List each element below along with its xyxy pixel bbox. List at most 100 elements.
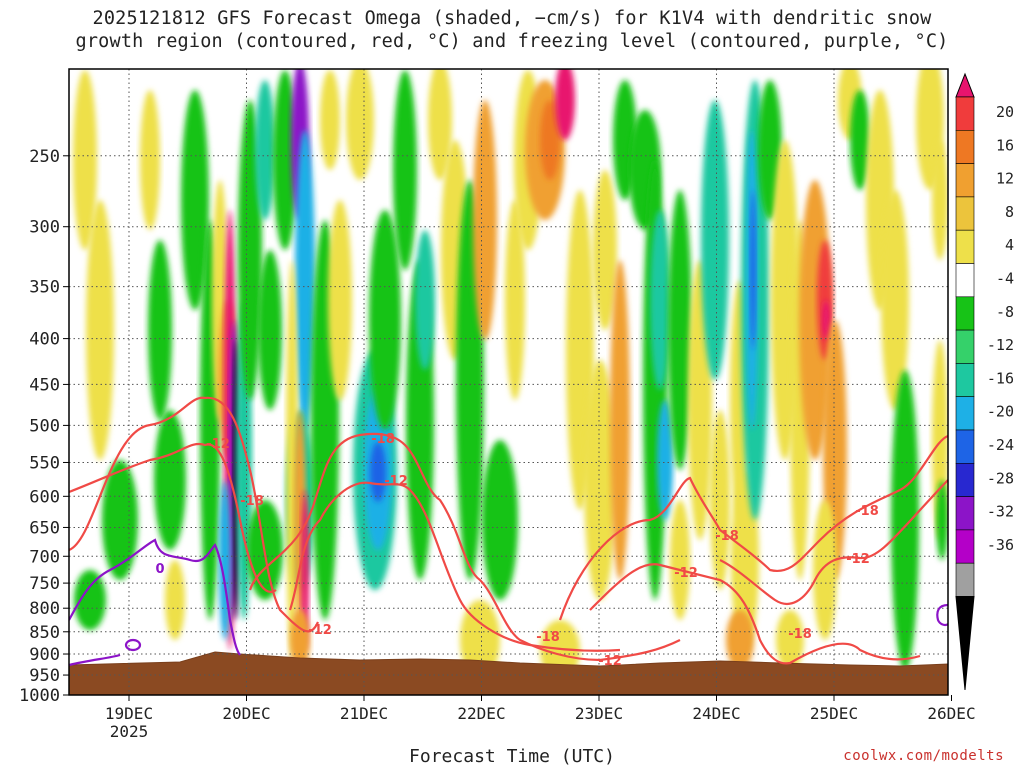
x-tick-label: 21DEC [340, 704, 388, 723]
omega-cell [710, 410, 730, 590]
omega-shading [73, 69, 948, 680]
freezing-level-contour [124, 638, 142, 652]
omega-cell [255, 80, 275, 220]
omega-cell [320, 70, 340, 170]
colorbar-label: -16 [987, 369, 1014, 387]
omega-cell [668, 190, 692, 470]
omega-cell [891, 370, 919, 670]
colorbar-label: -4 [996, 269, 1014, 287]
omega-cell [657, 400, 673, 520]
dgz-contour-line [248, 432, 681, 662]
omega-cell [750, 190, 756, 350]
omega-cell [428, 69, 452, 180]
y-tick-label: 250 [29, 147, 60, 167]
x-tick-label: 20DEC [222, 704, 270, 723]
omega-cell [932, 140, 948, 260]
terrain-layer [68, 651, 949, 696]
x-tick-label: 25DEC [810, 704, 858, 723]
y-tick-label: 600 [29, 487, 60, 507]
plot-frame [68, 68, 949, 696]
omega-cell [555, 69, 575, 140]
omega-cell [148, 240, 172, 420]
colorbar-label: 20 [996, 103, 1014, 121]
colorbar-segment [955, 263, 975, 298]
colorbar-label: -32 [987, 503, 1014, 521]
credit-text: coolwx.com/modelts [843, 748, 1004, 764]
omega-cell [850, 90, 870, 190]
colorbar-label: 8 [1005, 203, 1014, 221]
omega-cell [102, 460, 138, 580]
omega-cell [370, 442, 386, 502]
omega-cell [154, 410, 186, 550]
colorbar-top-triangle [955, 72, 975, 98]
omega-cell [822, 300, 830, 340]
chart-title-line-1: 2025121812 GFS Forecast Omega (shaded, −… [92, 8, 932, 29]
contour-label: -12 [674, 566, 698, 581]
omega-cell [165, 560, 185, 640]
colorbar-segment [955, 196, 975, 231]
omega-cell [273, 70, 297, 250]
freezing-level-contour [69, 538, 241, 656]
x-tick-label: 2025 [110, 722, 149, 741]
y-tick-label: 350 [29, 278, 60, 298]
omega-cell [776, 610, 804, 670]
freezing-level-contour [936, 603, 948, 627]
colorbar-segment [955, 462, 975, 497]
colorbar-bottom-triangle [955, 596, 975, 691]
contour-label: -18 [788, 627, 812, 642]
colorbar-segment [955, 329, 975, 364]
colorbar-label: -8 [996, 303, 1014, 321]
omega-cell [181, 90, 209, 310]
chart-title-line-2: growth region (contoured, red, °C) and f… [75, 31, 949, 52]
grid-lines [69, 69, 948, 695]
omega-cell [540, 100, 560, 180]
y-tick-label: 500 [29, 416, 60, 436]
colorbar-label: 12 [996, 170, 1014, 188]
omega-cell [670, 500, 690, 620]
y-tick-label: 650 [29, 518, 60, 538]
colorbar-label: -20 [987, 403, 1014, 421]
omega-cell [482, 440, 518, 600]
omega-cell [881, 190, 909, 410]
x-tick-label: 24DEC [692, 704, 740, 723]
contour-label: -12 [308, 623, 332, 638]
x-tick-label: 26DEC [927, 704, 975, 723]
contour-label: -18 [715, 529, 739, 544]
contour-label: -18 [855, 504, 879, 519]
y-tick-label: 950 [29, 666, 60, 686]
contour-label: -12 [846, 552, 870, 567]
x-tick-label: 23DEC [575, 704, 623, 723]
omega-cell [731, 470, 759, 650]
omega-cell [86, 200, 114, 460]
omega-cell [393, 70, 417, 270]
y-tick-label: 800 [29, 599, 60, 619]
contour-label: -18 [371, 432, 395, 447]
contour-label: -12 [598, 654, 622, 669]
y-tick-label: 300 [29, 218, 60, 238]
colorbar-segment [955, 296, 975, 331]
colorbar-segment [955, 396, 975, 431]
colorbar-segment [955, 229, 975, 264]
colorbar-label: -36 [987, 536, 1014, 554]
y-tick-label: 850 [29, 623, 60, 643]
colorbar-segment [955, 529, 975, 564]
y-axis: 2503003504004505005506006507007508008509… [19, 147, 69, 706]
omega-cell [346, 69, 374, 180]
omega-cell [473, 100, 497, 340]
y-tick-label: 400 [29, 330, 60, 350]
contour-label: -18 [536, 630, 560, 645]
dgz-contour-line [69, 396, 320, 633]
x-axis-title: Forecast Time (UTC) [409, 746, 615, 767]
y-tick-label: 700 [29, 547, 60, 567]
contour-label: -12 [206, 437, 230, 452]
omega-cell [74, 570, 106, 630]
contour-label: -18 [240, 494, 264, 509]
colorbar-label: -28 [987, 469, 1014, 487]
omega-cell [258, 250, 282, 410]
colorbar-segment [955, 163, 975, 198]
colorbar-label: 16 [996, 136, 1014, 154]
dgz-contour-line [288, 481, 621, 652]
colorbar: 20 16 12 8 4 -4 -8 -12 -16 -20 -24 -28 -32 -36 [955, 72, 1014, 691]
freezing-level-contour [69, 653, 121, 667]
colorbar-segment [955, 363, 975, 397]
